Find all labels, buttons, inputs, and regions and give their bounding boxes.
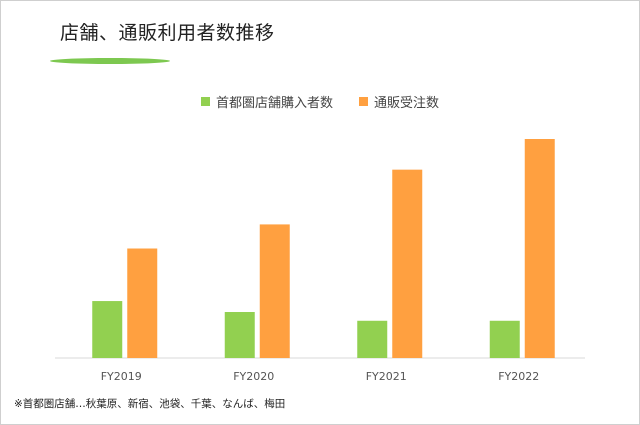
bar-mailorder-fy2022 <box>524 139 555 358</box>
title-underline <box>50 58 170 64</box>
bar-store-fy2022 <box>489 320 520 358</box>
x-tick-label: FY2021 <box>366 370 407 383</box>
bar-store-fy2021 <box>357 320 388 358</box>
legend-swatch-mailorder <box>359 97 368 106</box>
chart-legend: 首都圏店舗購入者数 通販受注数 <box>0 92 640 111</box>
legend-label-store: 首都圏店舗購入者数 <box>215 96 333 111</box>
legend-item-store: 首都圏店舗購入者数 <box>200 92 333 111</box>
legend-swatch-store <box>200 97 210 106</box>
bar-store-fy2020 <box>224 312 255 358</box>
legend-item-mailorder: 通販受注数 <box>359 92 439 111</box>
page-title: 店舗、通販利用者数推移 <box>60 22 275 44</box>
bar-store-fy2019 <box>92 301 123 358</box>
bar-mailorder-fy2019 <box>127 248 158 358</box>
x-tick-label: FY2019 <box>101 370 142 383</box>
footnote: ※首都圏店舗…秋葉原、新宿、池袋、千葉、なんば、梅田 <box>14 398 286 410</box>
bar-mailorder-fy2021 <box>392 169 423 358</box>
x-tick-label: FY2020 <box>233 370 274 383</box>
legend-label-mailorder: 通販受注数 <box>374 96 440 111</box>
x-tick-label: FY2022 <box>498 370 539 383</box>
bar-mailorder-fy2020 <box>259 224 290 358</box>
